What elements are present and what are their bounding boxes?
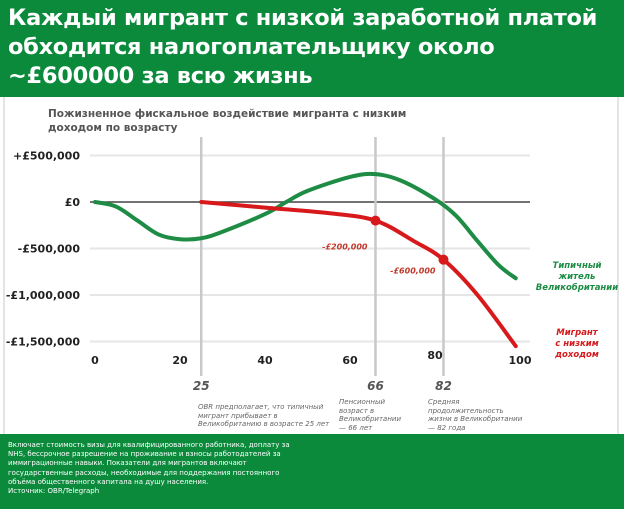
x-tick-label: 60 — [342, 354, 358, 367]
y-tick-label: -£1,500,000 — [6, 336, 80, 349]
reference-line-label: 82 — [435, 379, 452, 393]
data-point-marker — [438, 254, 449, 265]
series-line-typical-resident — [93, 171, 518, 281]
x-tick-label: 80 — [427, 349, 443, 362]
chart-title: Пожизненное фискальное воздействие мигра… — [48, 108, 407, 134]
footer-banner — [0, 434, 624, 509]
y-tick-label: -£1,000,000 — [6, 289, 80, 302]
data-point-label: -£200,000 — [322, 243, 368, 252]
y-tick-label: £0 — [65, 196, 81, 209]
footer-note: Включает стоимость визы для квалифициров… — [8, 441, 298, 496]
data-point-marker — [370, 215, 381, 226]
line-chart: +£500,000 £0 -£500,000 -£1,000,000 -£1,500,0… — [6, 137, 619, 393]
x-tick-label: 20 — [172, 354, 188, 367]
y-tick-label: -£500,000 — [18, 243, 81, 256]
legend-label-low-wage-migrant: Мигрант — [556, 328, 599, 338]
legend-label-typical-resident: Великобритании — [536, 282, 619, 293]
legend-label-low-wage-migrant: с низким — [555, 339, 598, 349]
series-line-low-wage-migrant — [199, 200, 518, 349]
x-tick-label: 40 — [257, 354, 273, 367]
x-tick-label: 100 — [509, 354, 532, 367]
annotation-arrival: OBR предполагает, что типичный мигрант п… — [198, 403, 330, 428]
legend-label-typical-resident: Типичный — [553, 261, 602, 271]
annotation-life-expectancy: Средняя продолжительность жизни в Велико… — [428, 398, 523, 432]
methodology-note: Включает стоимость визы для квалифициров… — [8, 441, 290, 486]
data-point-label: -£600,000 — [390, 267, 436, 276]
y-tick-label: +£500,000 — [13, 150, 80, 163]
legend-label-low-wage-migrant: доходом — [554, 350, 599, 360]
legend-label-typical-resident: житель — [558, 272, 596, 282]
header-banner: Каждый мигрант с низкой заработной плато… — [0, 0, 624, 97]
annotation-pension: Пенсионный возраст в Великобритании — 66… — [339, 398, 401, 432]
chart-frame — [3, 97, 619, 434]
page-title: Каждый мигрант с низкой заработной плато… — [8, 5, 598, 89]
x-tick-label: 0 — [91, 354, 99, 367]
reference-line-label: 66 — [367, 379, 384, 393]
reference-line-label: 25 — [193, 379, 210, 393]
source-note: Источник: OBR/Telegraph — [8, 487, 100, 496]
